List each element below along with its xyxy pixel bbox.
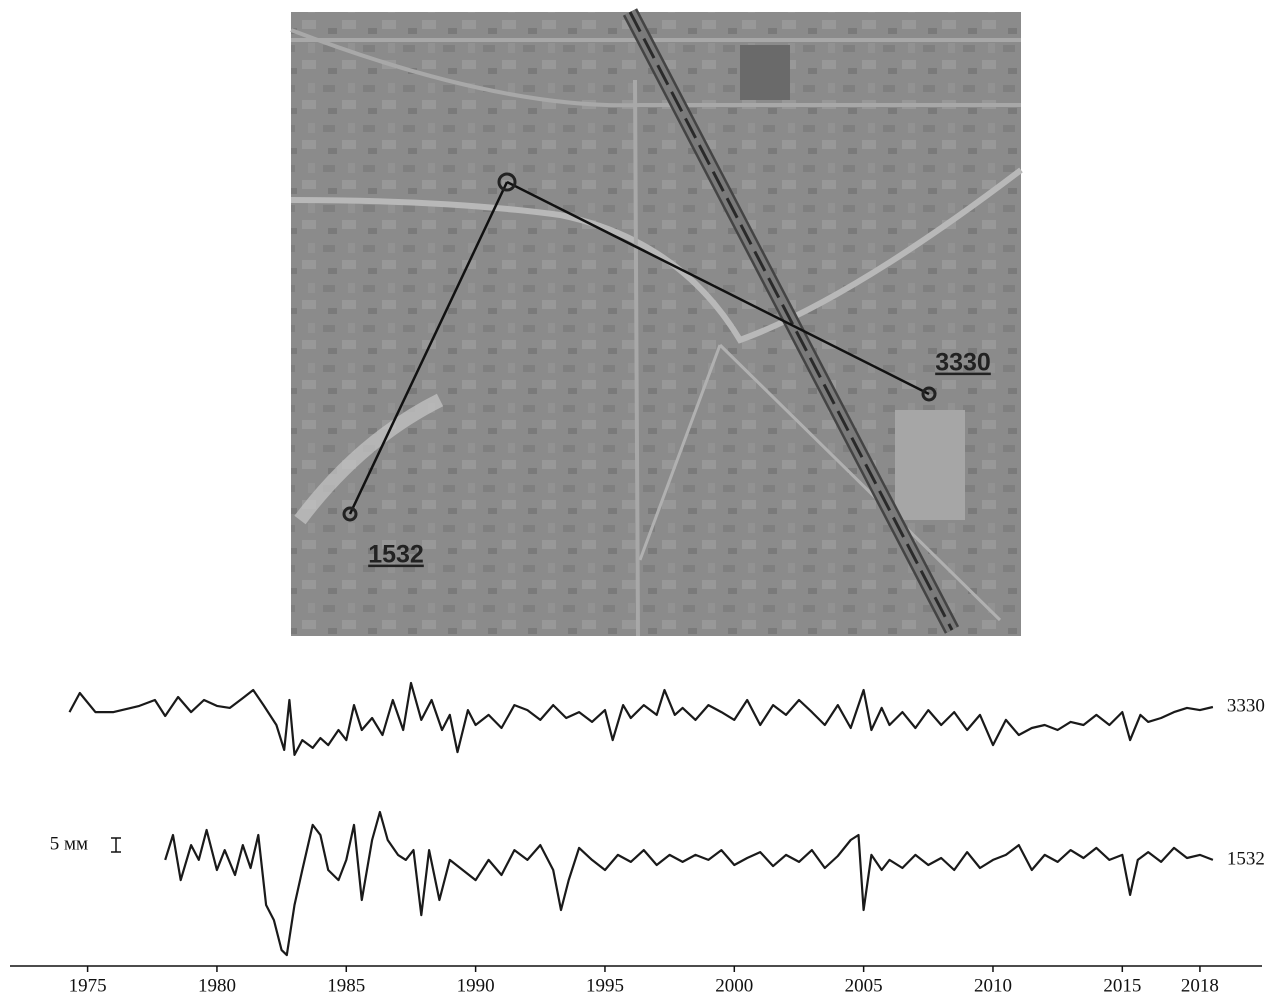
x-tick-label: 1980: [198, 975, 236, 996]
map-label: 1532: [368, 541, 424, 569]
series-line: [164, 810, 1214, 957]
series-line: [68, 681, 1214, 756]
profile-line: [506, 180, 930, 396]
x-tick-label: 1985: [327, 975, 365, 996]
x-tick-label: 1995: [586, 975, 624, 996]
fault-axis: [628, 11, 954, 631]
x-tick-label: 1975: [69, 975, 107, 996]
x-tick-label: 2018: [1181, 975, 1219, 996]
x-tick-label: 2005: [845, 975, 883, 996]
benchmark: [497, 172, 517, 192]
benchmark: [342, 506, 358, 522]
x-tick-label: 1990: [457, 975, 495, 996]
satellite-map: 3330 1532: [290, 8, 1023, 637]
riverbed: [294, 393, 444, 525]
benchmark: [921, 386, 937, 402]
scale-bar: [111, 837, 121, 853]
scale-bar-label: 5 мм: [50, 833, 88, 854]
road: [290, 28, 1021, 637]
x-tick-label: 2015: [1103, 975, 1141, 996]
building: [895, 410, 965, 520]
series-label: 1532: [1227, 848, 1265, 869]
road: [638, 343, 1002, 622]
x-tick-label: 2000: [715, 975, 753, 996]
profile-line: [348, 181, 509, 515]
map-label: 3330: [935, 349, 991, 377]
series-label: 3330: [1227, 695, 1265, 716]
x-tick-label: 2010: [974, 975, 1012, 996]
building: [740, 45, 790, 100]
